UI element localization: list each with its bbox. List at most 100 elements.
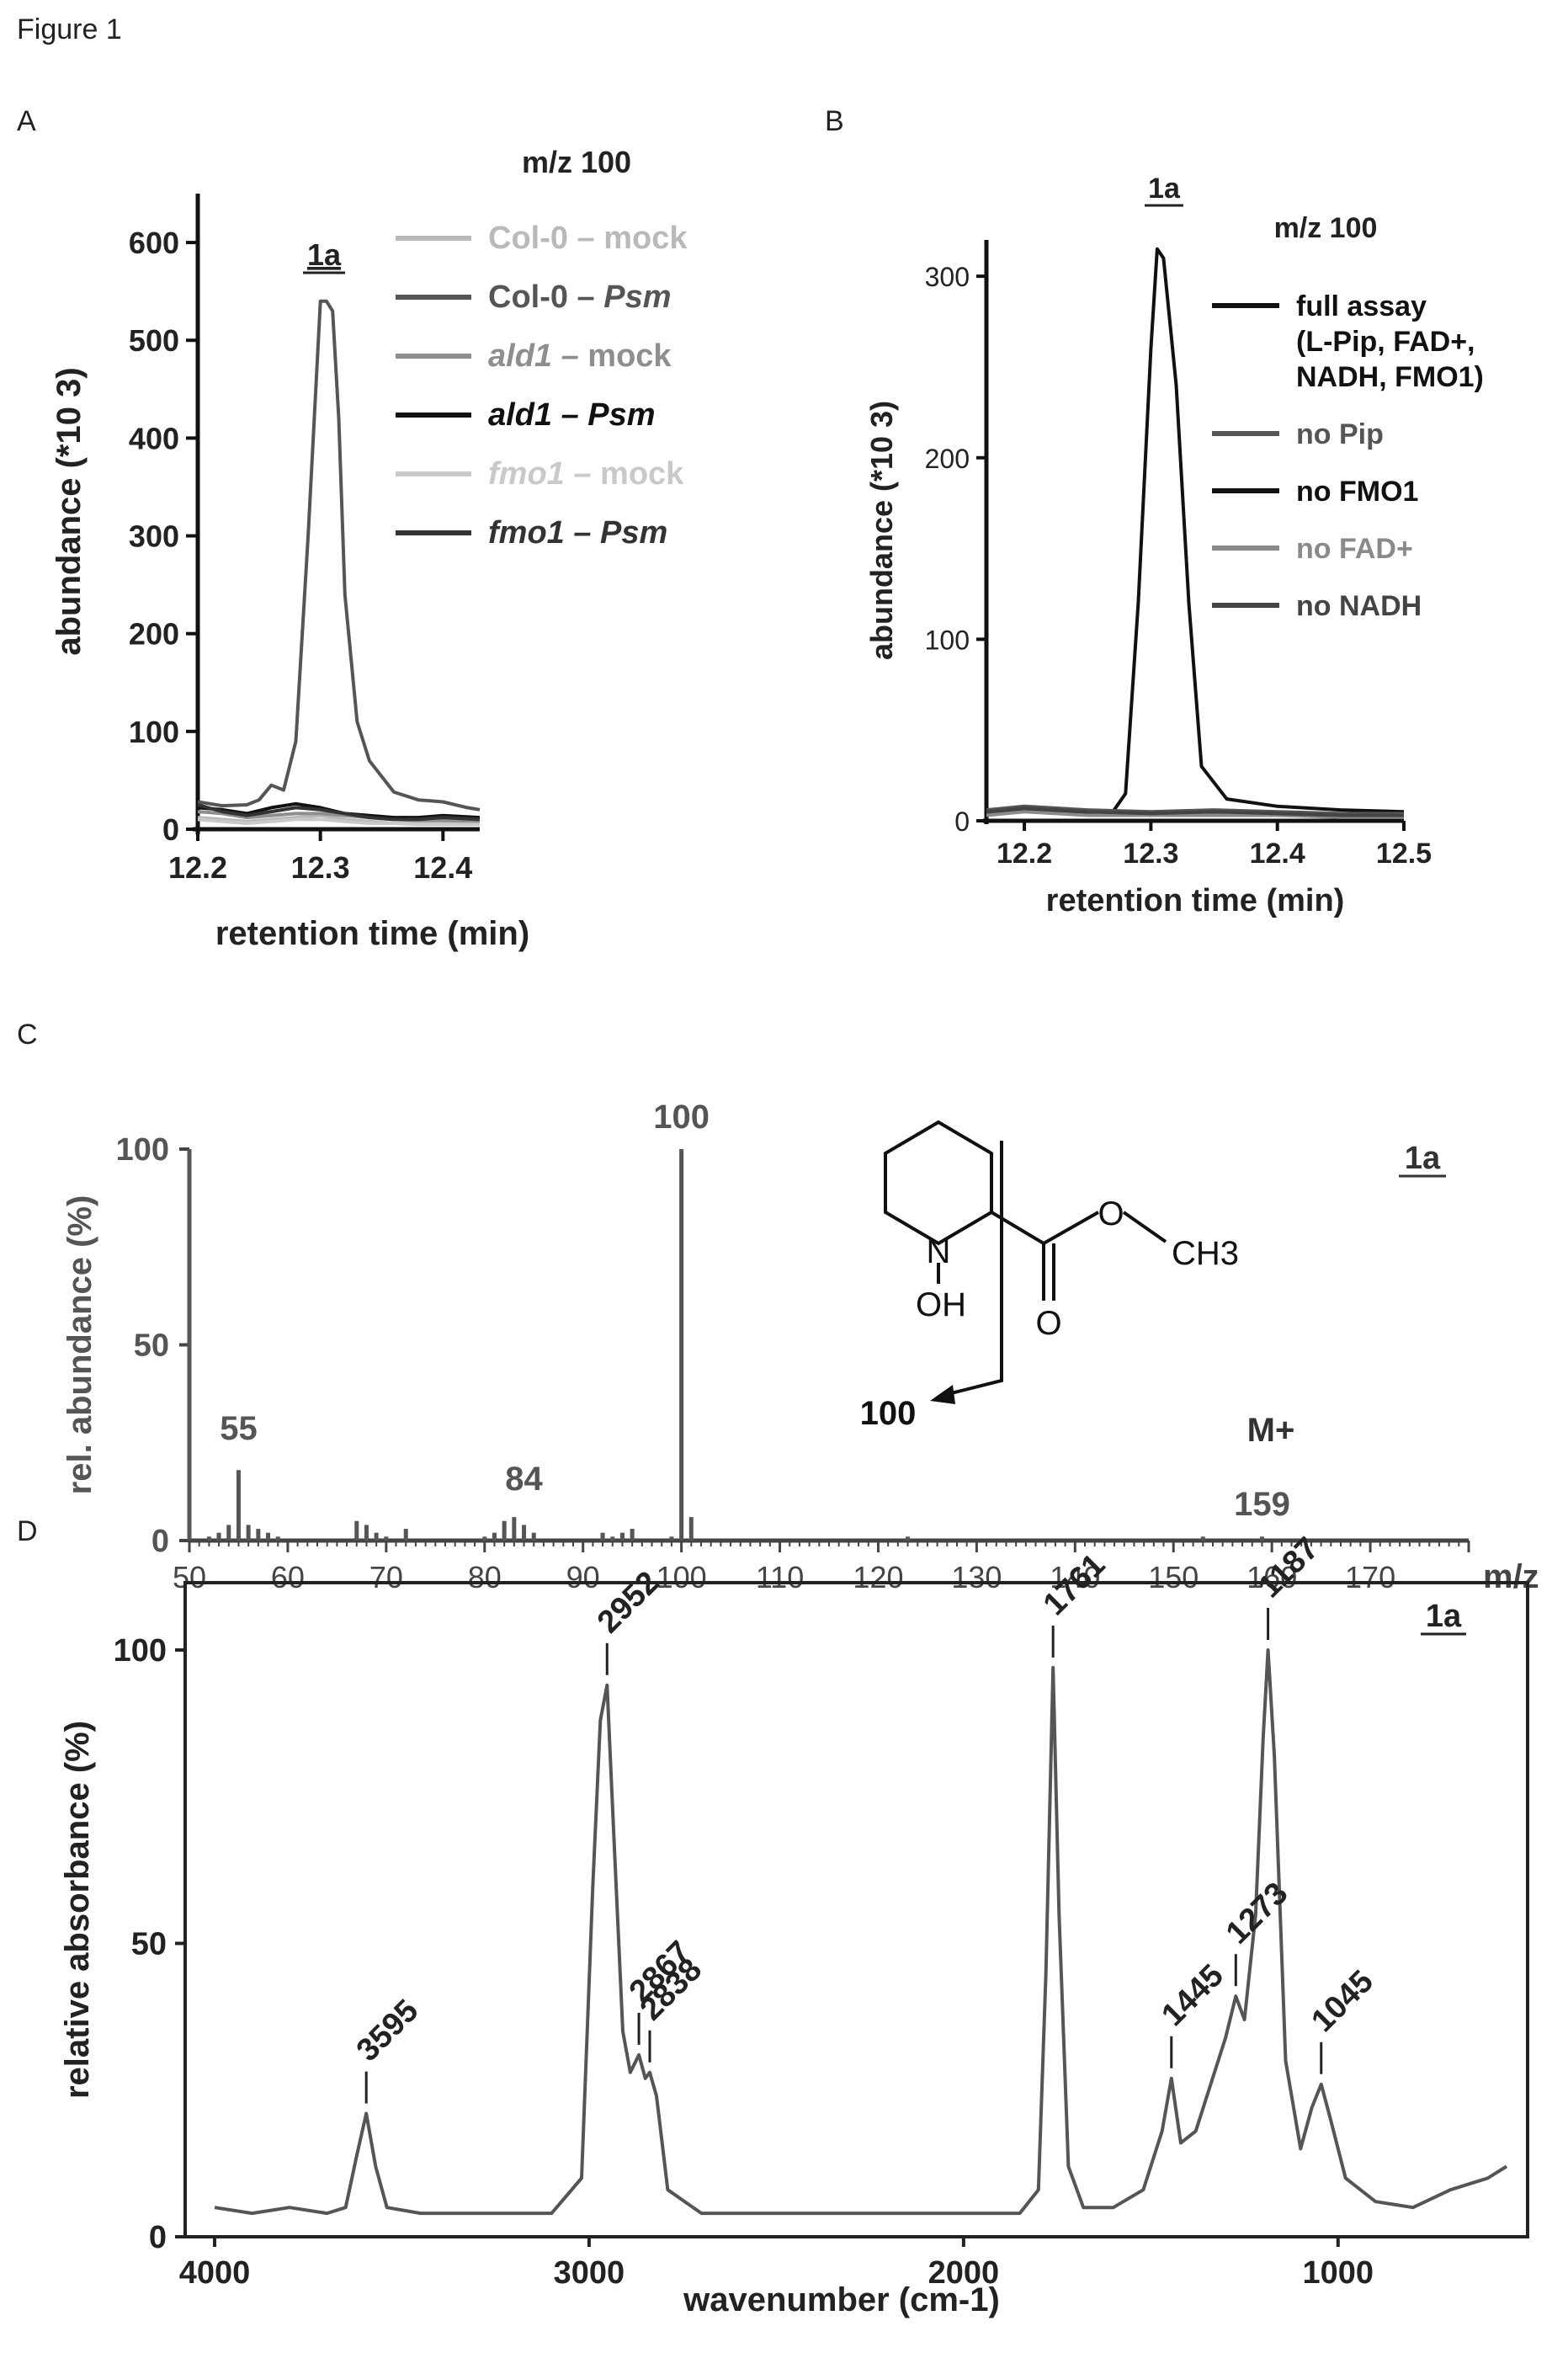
chart-panel-a: 0 100 200 300 400 500 600 12.2 12.3 12.4 retention… (50, 145, 688, 952)
x-tick-label: 50 (173, 1560, 206, 1594)
y-axis-label: abundance (*10 3) (864, 401, 899, 660)
x-tick-label: 4000 (179, 2255, 251, 2291)
y-tick-label: 0 (149, 2220, 167, 2255)
x-tick-label: 12.4 (1250, 838, 1305, 870)
peak-data-label: 84 (505, 1461, 543, 1498)
x-tick-label: 12.3 (291, 850, 350, 885)
x-tick-label: 90 (566, 1560, 600, 1594)
panel-letter-a: A (17, 105, 36, 137)
x-tick-label: 170 (1345, 1560, 1395, 1594)
y-tick-label: 600 (129, 226, 179, 260)
plot-frame (183, 1581, 1529, 2238)
peak-data-label: 1045 (1305, 1964, 1379, 2039)
mass-peak-bar (688, 1517, 694, 1541)
x-tick-label: 150 (1148, 1560, 1199, 1594)
mass-peak-bar (236, 1470, 241, 1541)
x-axis-label: retention time (min) (1046, 883, 1345, 918)
methyl-bond (1122, 1211, 1167, 1243)
series-line (986, 810, 1404, 819)
x-tick-label: 100 (656, 1560, 707, 1594)
atom-label: CH3 (1172, 1235, 1239, 1272)
legend-label: no NADH (1296, 590, 1422, 622)
peak-data-label: 55 (220, 1410, 258, 1447)
peak-data-label: 3595 (350, 1993, 425, 2068)
mass-peak-bar (619, 1532, 625, 1541)
peak-data-label: 1445 (1155, 1958, 1230, 2033)
x-tick-label: 70 (369, 1560, 403, 1594)
mass-peak-bar (364, 1525, 369, 1541)
legend-label: no FAD+ (1296, 533, 1413, 565)
mass-peak-bar (187, 1149, 192, 1541)
peak-data-label: 159 (1234, 1486, 1290, 1523)
y-tick-label: 200 (129, 617, 179, 652)
y-axis-label: abundance (*10 3) (50, 367, 88, 655)
mass-peak-bar (354, 1520, 359, 1541)
x-tick-label: 120 (853, 1560, 903, 1594)
x-tick-label: 110 (756, 1560, 804, 1594)
mass-peak-bar (256, 1529, 261, 1541)
x-tick-label: 160 (1246, 1560, 1297, 1594)
y-tick-label: 0 (151, 1524, 169, 1559)
x-tick-label: 140 (1050, 1560, 1100, 1594)
legend-label: Col-0 – Psm (488, 279, 672, 315)
y-tick-label: 100 (116, 1132, 169, 1168)
chart-panel-b: 0 100 200 300 12.2 12.3 12.4 12.5 retention time… (864, 173, 1484, 918)
atom-label: N (927, 1233, 951, 1270)
mass-peak-bar (216, 1532, 221, 1541)
x-tick-label: 130 (951, 1560, 1002, 1594)
x-tick-label: 12.2 (997, 838, 1052, 870)
ester-bond (1043, 1211, 1099, 1245)
x-tick-label: 2000 (928, 2255, 1000, 2291)
atom-label: OH (916, 1286, 966, 1323)
legend-label: fmo1 – mock (488, 456, 684, 492)
peak-data-label: 100 (653, 1099, 710, 1136)
chart-title: m/z 100 (1274, 212, 1378, 244)
y-tick-label: 50 (131, 1927, 167, 1962)
piperidine-ring (884, 1120, 993, 1246)
atom-label: O (1098, 1195, 1124, 1232)
y-tick-label: 100 (925, 625, 970, 655)
molecule-structure (884, 1120, 1167, 1395)
mass-peak-bar (531, 1532, 536, 1541)
y-tick-label: 100 (114, 1633, 167, 1669)
ester-bond (990, 1211, 1045, 1245)
x-tick-label: 3000 (554, 2255, 625, 2291)
y-axis-label: rel. abundance (%) (61, 1195, 98, 1495)
series-line (986, 806, 1404, 817)
panel-letter-d: D (17, 1515, 38, 1547)
y-tick-label: 500 (129, 323, 179, 358)
figure-title: Figure 1 (17, 13, 122, 45)
legend-label: ald1 – mock (488, 338, 672, 374)
mass-peak-bar (403, 1529, 408, 1541)
peak-label: 1a (307, 237, 342, 272)
mass-peak-bar (502, 1520, 507, 1541)
mass-peak-bar (374, 1532, 379, 1541)
x-axis-label: wavenumber (cm-1) (683, 2281, 1000, 2318)
mass-peak-bar (630, 1529, 635, 1541)
mass-peak-bar (206, 1536, 211, 1541)
legend-label: (L-Pip, FAD+, (1296, 326, 1475, 358)
legend-label: full assay (1296, 290, 1427, 322)
x-tick-label: 12.2 (168, 850, 227, 885)
x-tick-label: 60 (271, 1560, 305, 1594)
mass-peak-bar (906, 1536, 911, 1541)
ir-spectrum-line (214, 1648, 1508, 2216)
series-line (197, 817, 480, 827)
peak-data-label: 1761 (1037, 1547, 1112, 1622)
y-tick-label: 0 (954, 806, 970, 837)
mass-peak-bar (1259, 1536, 1264, 1541)
atom-label: O (1035, 1305, 1061, 1342)
y-tick-label: 400 (129, 421, 179, 455)
mass-peak-bar (610, 1536, 615, 1541)
mass-peak-bar (512, 1517, 517, 1541)
series-line (197, 803, 481, 822)
legend-label: no Pip (1296, 418, 1384, 450)
mass-peak-bar (492, 1532, 497, 1541)
x-tick-label: 1000 (1303, 2255, 1374, 2291)
y-tick-label: 300 (129, 519, 179, 554)
mass-peak-bar (679, 1149, 684, 1541)
mass-peak-bar (600, 1532, 605, 1541)
y-tick-label: 100 (129, 715, 179, 749)
